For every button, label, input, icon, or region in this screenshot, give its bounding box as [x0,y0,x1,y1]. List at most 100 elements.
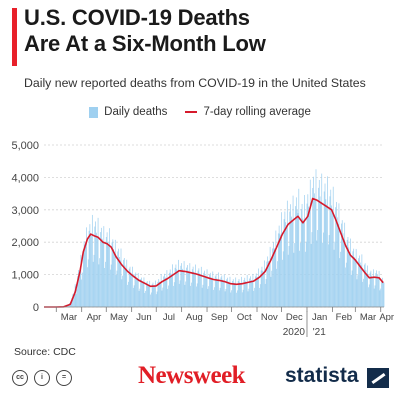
daily-deaths-bar [157,281,159,307]
y-tick-label: 3,000 [11,205,39,217]
daily-deaths-bar [74,284,76,307]
daily-deaths-bar [348,247,350,307]
daily-deaths-bar [141,281,143,307]
daily-deaths-bar [206,269,208,307]
daily-deaths-bar [357,275,359,307]
daily-deaths-bar [202,284,204,307]
daily-deaths-bar [100,232,101,307]
daily-deaths-bar [343,238,345,307]
daily-deaths-bar [87,259,89,307]
daily-deaths-bar [102,242,104,307]
daily-deaths-bar [137,272,139,307]
daily-deaths-bar [140,279,142,307]
daily-deaths-bar [133,285,135,307]
daily-deaths-bar [154,286,155,307]
daily-deaths-bar [106,232,108,307]
daily-deaths-bar [141,277,142,307]
daily-deaths-bar [123,259,124,307]
daily-deaths-bar [173,282,175,307]
daily-deaths-bar [156,291,158,307]
daily-deaths-bar [150,292,152,307]
daily-deaths-bar [81,279,83,307]
daily-deaths-bar [98,264,100,307]
daily-deaths-bar [88,230,90,307]
daily-deaths-bar [350,274,352,307]
daily-deaths-bar [85,246,87,307]
daily-deaths-bar [241,292,243,307]
daily-deaths-bar [110,264,112,307]
daily-deaths-bar [207,288,209,307]
daily-deaths-bar [313,176,314,307]
daily-deaths-bar [183,261,185,307]
daily-deaths-bar [266,261,268,307]
daily-deaths-bar [158,279,160,307]
daily-deaths-bar [239,282,241,307]
daily-deaths-bar [179,280,181,307]
x-tick-label: Apr [379,312,394,323]
daily-deaths-bar [135,272,137,307]
daily-deaths-bar [340,251,341,307]
daily-deaths-bar [80,254,82,307]
x-tick-label: Apr [87,312,102,323]
daily-deaths-bar [381,279,382,307]
daily-deaths-bar [70,302,72,307]
daily-deaths-bar [137,279,138,307]
daily-deaths-bar [177,259,179,307]
daily-deaths-bar [258,268,260,307]
daily-deaths-bar [354,260,356,307]
daily-deaths-bar [221,275,223,307]
daily-deaths-bar [82,272,83,307]
daily-deaths-bar [351,270,353,307]
daily-deaths-bar [326,204,328,307]
daily-deaths-bar [169,269,171,307]
daily-deaths-bar [368,284,370,307]
daily-deaths-bar [92,261,94,307]
daily-deaths-bar [223,274,225,307]
daily-deaths-bar [282,251,284,307]
daily-deaths-bar [345,267,346,307]
daily-deaths-bar [277,261,278,307]
daily-deaths-bar [314,199,316,307]
daily-deaths-bar [192,266,194,307]
daily-deaths-bar [217,279,219,307]
daily-deaths-bar [365,270,367,307]
daily-deaths-bar [298,188,300,307]
daily-deaths-bar [245,281,246,307]
legend-label-rolling-average: 7-day rolling average [203,106,311,118]
daily-deaths-bar [185,281,187,307]
daily-deaths-bar [91,214,93,307]
daily-deaths-bar [323,232,324,307]
daily-deaths-bar [265,279,267,307]
daily-deaths-bar [273,248,275,307]
daily-deaths-bar [142,283,144,307]
daily-deaths-bar [363,264,365,307]
daily-deaths-bar [380,288,382,307]
daily-deaths-bar [286,200,288,307]
daily-deaths-bar [174,267,176,307]
daily-deaths-bar [369,272,371,307]
daily-deaths-bar [243,279,245,307]
daily-deaths-bar [235,277,237,307]
daily-deaths-bar [332,211,333,307]
daily-deaths-bar [160,274,162,307]
daily-deaths-bar [378,270,380,307]
daily-deaths-bar [321,173,323,307]
daily-deaths-bar [318,187,319,307]
daily-deaths-bar [309,209,310,307]
daily-deaths-bar [260,270,262,307]
daily-deaths-bar [236,290,238,307]
daily-deaths-bar [159,281,160,307]
daily-deaths-bar [69,304,71,307]
x-tick-label: Dec [286,312,303,323]
daily-deaths-bar [91,236,92,307]
daily-deaths-bar [226,279,228,307]
daily-deaths-bar [366,273,368,307]
daily-deaths-bar [291,216,292,307]
year-label: 2020 [283,327,306,338]
title-accent-bar [12,8,17,66]
daily-deaths-bar [280,235,282,307]
daily-deaths-bar [191,282,192,307]
daily-deaths-bar [267,256,269,307]
daily-deaths-bar [251,281,253,307]
